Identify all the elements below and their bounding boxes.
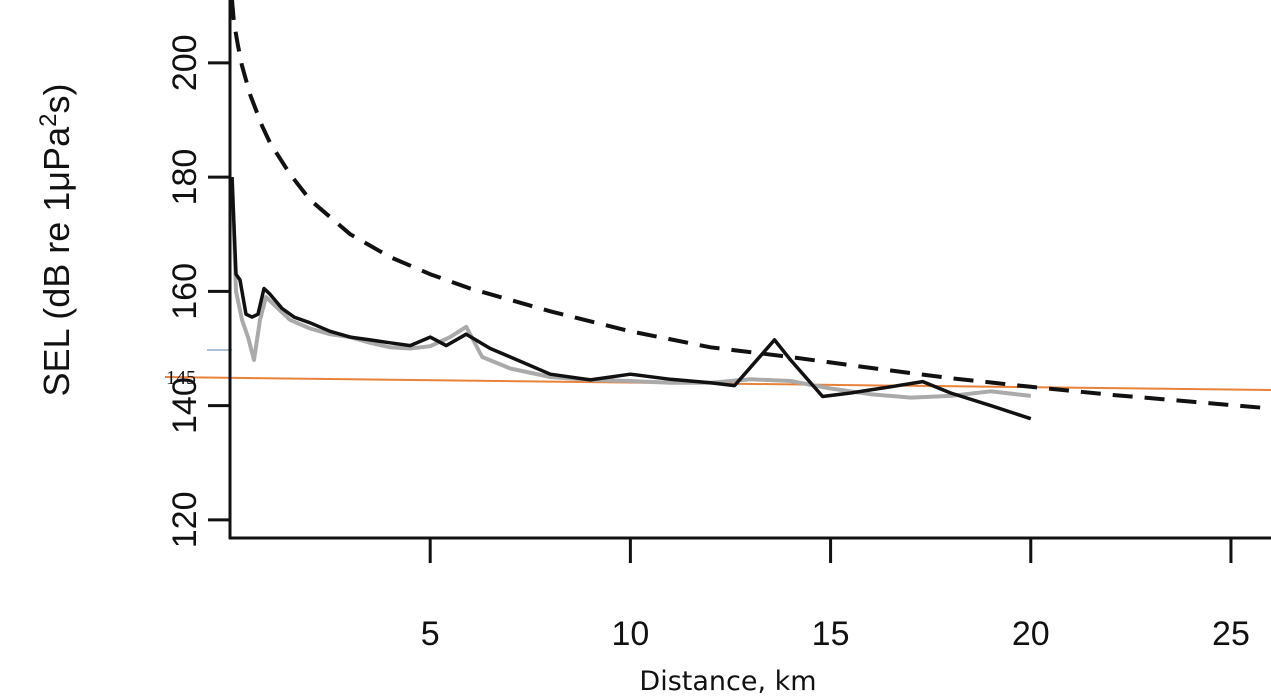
y-tick-label: 200	[166, 34, 204, 91]
y-tick-label: 140	[166, 377, 204, 434]
series-line-3	[230, 177, 1032, 421]
y-axis-label: SEL (dB re 1μPa2s)	[35, 84, 78, 397]
x-ticks: 5 10 15 20 25	[421, 538, 1250, 653]
y-ticks: 120 140 160 180 200	[166, 34, 230, 548]
y-tick-label: 180	[166, 149, 204, 206]
y-axis-label-unit: Pa	[36, 126, 77, 171]
y-tick-label: 120	[166, 491, 204, 548]
x-axis-label: Distance, km	[639, 666, 816, 697]
x-tick-label: 20	[1012, 615, 1050, 653]
y-tick-label: 160	[166, 263, 204, 320]
x-tick-label: 25	[1212, 615, 1250, 653]
reference-value-label: 145	[166, 367, 196, 389]
series-layer	[230, 0, 1271, 421]
x-tick-label: 10	[611, 615, 649, 653]
series-line-1	[230, 0, 1271, 411]
axes: 120 140 160 180 200 5 10 15 20 25	[166, 0, 1271, 653]
y-axis-label-suffix: s)	[36, 84, 77, 114]
series-line-2	[230, 177, 1032, 400]
y-axis-label-mu: μ	[36, 171, 77, 192]
y-axis-label-sup: 2	[35, 114, 62, 127]
y-axis-label-prefix: SEL (dB re 1	[36, 192, 77, 397]
x-tick-label: 15	[812, 615, 850, 653]
x-tick-label: 5	[421, 615, 440, 653]
